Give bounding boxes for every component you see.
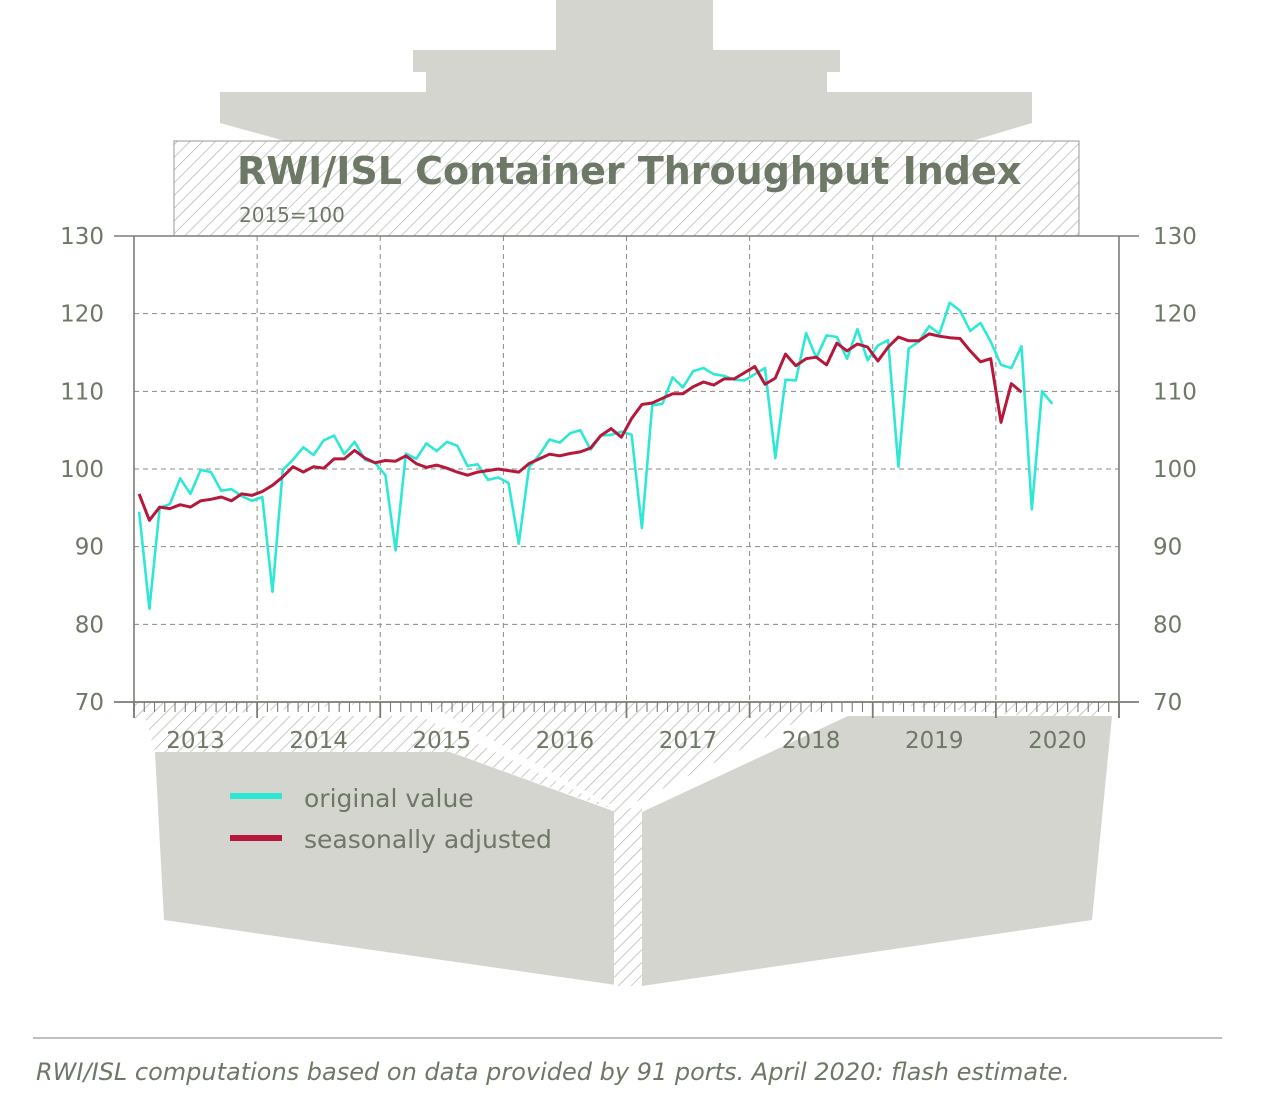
legend: original value seasonally adjusted xyxy=(230,784,552,854)
ship-hull-left xyxy=(155,752,616,985)
ship-deck-top xyxy=(426,70,827,95)
y-tick-label-left: 80 xyxy=(75,612,104,638)
y-tick-label-left: 110 xyxy=(60,379,104,405)
ship-bridge xyxy=(413,50,840,72)
y-tick-label-left: 90 xyxy=(75,535,104,561)
x-tick-label: 2013 xyxy=(166,728,225,754)
ship-hull-right xyxy=(642,716,1112,986)
y-tick-label-right: 130 xyxy=(1153,224,1197,250)
x-tick-label: 2017 xyxy=(659,728,718,754)
x-tick-label: 2020 xyxy=(1028,728,1087,754)
y-tick-label-right: 80 xyxy=(1153,612,1182,638)
ship-funnel xyxy=(556,0,713,55)
ship-silhouette xyxy=(135,0,1118,986)
grid-lines xyxy=(134,236,1119,702)
y-tick-label-left: 70 xyxy=(75,690,104,716)
series xyxy=(137,301,1054,611)
y-tick-label-right: 120 xyxy=(1153,302,1197,328)
x-tick-label: 2014 xyxy=(289,728,348,754)
y-tick-label-right: 100 xyxy=(1153,457,1197,483)
y-tick-label-left: 130 xyxy=(60,224,104,250)
x-tick-label: 2015 xyxy=(413,728,472,754)
legend-label-original: original value xyxy=(304,784,474,813)
y-axis-right: 130 120 110 100 90 80 70 xyxy=(1153,224,1197,716)
y-tick-label-left: 100 xyxy=(60,457,104,483)
chart-subtitle: 2015=100 xyxy=(239,203,345,227)
y-tick-label-right: 90 xyxy=(1153,535,1182,561)
legend-label-seasonal: seasonally adjusted xyxy=(304,825,552,854)
series-line-seasonal xyxy=(137,332,1023,522)
source-note: RWI/ISL computations based on data provi… xyxy=(36,1058,1070,1086)
y-tick-label-right: 110 xyxy=(1153,379,1197,405)
y-axis-left: 130 120 110 100 90 80 70 xyxy=(60,224,104,716)
y-tick-label-left: 120 xyxy=(60,302,104,328)
ship-hatched-title-block xyxy=(173,140,1080,237)
ship-hull-left-upper xyxy=(145,716,620,812)
chart-title: RWI/ISL Container Throughput Index xyxy=(237,149,1021,193)
x-axis: 2013 2014 2015 2016 2017 2018 2019 2020 xyxy=(133,702,1120,754)
ship-hull-center-strip xyxy=(614,808,642,986)
x-tick-label: 2018 xyxy=(782,728,841,754)
x-tick-label: 2016 xyxy=(536,728,595,754)
ship-hull-hatch xyxy=(135,700,1118,810)
ship-deck xyxy=(220,92,1032,141)
y-tick-label-right: 70 xyxy=(1153,690,1182,716)
x-tick-label: 2019 xyxy=(905,728,964,754)
